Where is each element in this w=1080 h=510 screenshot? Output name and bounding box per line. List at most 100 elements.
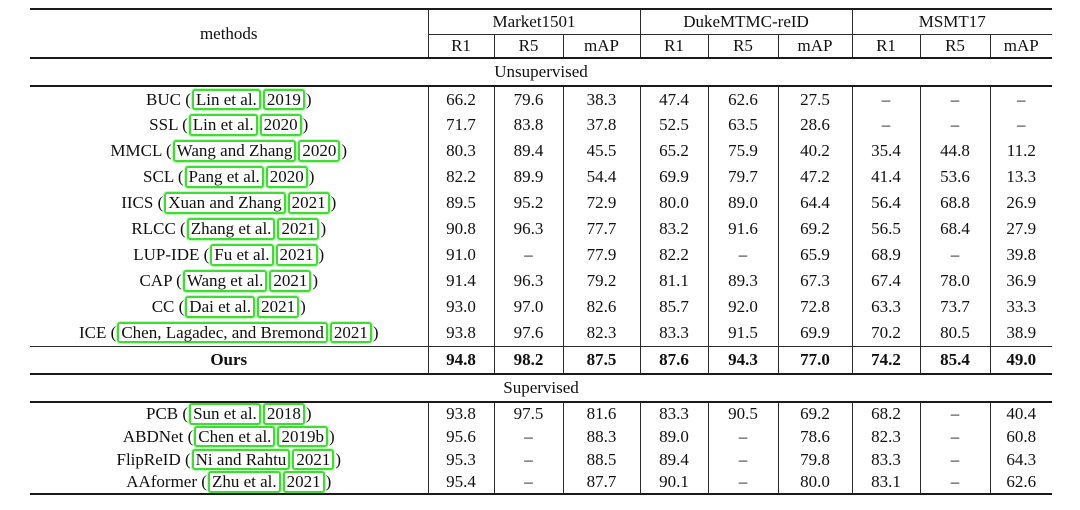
metric-value-cell: 11.2 (989, 138, 1053, 164)
metric-value-cell: 87.6 (639, 346, 709, 374)
method-name: MMCL (110, 141, 162, 161)
table-row: AAformer (Zhu et al. 2021) 95.4–87.7 90.1–8… (30, 471, 1053, 494)
metric-value-cell: 89.3 (707, 268, 779, 294)
metric-value-cell: 82.2 (639, 242, 709, 268)
citation-open-paren: ( (199, 245, 210, 265)
metric-value-cell: 77.0 (777, 346, 853, 374)
metric-value-cell: 87.7 (562, 471, 641, 494)
metric-value-cell: 90.5 (707, 402, 779, 425)
metric-value-cell: – (493, 425, 563, 448)
metric-value-cell: 75.9 (707, 138, 779, 164)
citation-year-box: 2018 (262, 403, 305, 425)
metric-value-cell: 83.8 (493, 112, 563, 138)
metric-value-cell: – (989, 86, 1053, 112)
metric-value-cell: 72.8 (777, 294, 853, 320)
citation-open-paren: ( (183, 426, 194, 446)
metric-value-cell: 82.3 (851, 425, 921, 448)
metric-value-cell: 81.6 (562, 402, 641, 425)
metric-value-cell: – (493, 448, 563, 471)
metric-value-cell: 77.7 (562, 216, 641, 242)
metric-value-cell: 69.9 (777, 320, 853, 346)
table-row: PCB (Sun et al. 2018) 93.8 97.5 81.6 83.3 90.5… (30, 402, 1053, 425)
metric-value-cell: – (493, 471, 563, 494)
metric-value-cell: 83.3 (851, 448, 921, 471)
metric-value-cell: 79.7 (707, 164, 779, 190)
citation-year-box: 2020 (298, 140, 341, 162)
section-label: Unsupervised (30, 57, 1053, 87)
metric-value-cell: 94.3 (707, 346, 779, 374)
metric-value-cell: – (707, 471, 779, 494)
metric-value-cell: – (919, 402, 991, 425)
citation-year-box: 2021 (275, 244, 318, 266)
citation-year-box: 2021 (292, 448, 335, 471)
metric-value-cell: 68.2 (851, 402, 921, 425)
metric-value-cell: 52.5 (639, 112, 709, 138)
metric-value-cell: 69.2 (777, 402, 853, 425)
metric-value-cell: 79.6 (493, 86, 563, 112)
metric-value-cell: – (919, 242, 991, 268)
metric-value-cell: 63.3 (851, 294, 921, 320)
metric-value-cell: 39.8 (989, 242, 1053, 268)
table-row: ICE (Chen, Lagadec, and Bremond 2021) 93.8… (30, 320, 1053, 346)
metric-value-cell: 91.5 (707, 320, 779, 346)
citation-author-box: Lin et al. (188, 114, 258, 136)
citation-author-box: Ni and Rahtu (191, 448, 291, 471)
citation-open-paren: ( (178, 404, 189, 424)
metric-value-cell: 89.0 (639, 425, 709, 448)
table-body: Unsupervised BUC (Lin et al. 2019) 66.2 79.6… (30, 57, 1053, 494)
metric-value-cell: 13.3 (989, 164, 1053, 190)
metric-value-cell: 83.3 (639, 320, 709, 346)
metric-value-cell: 89.4 (639, 448, 709, 471)
metric-value-cell: 89.0 (707, 190, 779, 216)
citation-year-box: 2021 (257, 296, 300, 318)
method-cell: ABDNet (Chen et al. 2019b) (30, 425, 428, 448)
metric-value-cell: 36.9 (989, 268, 1053, 294)
metric-value-cell: 82.3 (562, 320, 641, 346)
metric-value-cell: 93.8 (427, 320, 494, 346)
citation-close-paren: ) (302, 115, 309, 135)
metric-value-cell: 38.3 (562, 86, 641, 112)
metric-value-cell: 27.5 (777, 86, 853, 112)
metric-value-cell: – (919, 112, 991, 138)
metric-value-cell: 71.7 (427, 112, 494, 138)
metric-value-cell: – (707, 425, 779, 448)
citation-open-paren: ( (161, 141, 172, 161)
metric-value-cell: – (989, 112, 1053, 138)
method-name: LUP-IDE (133, 245, 200, 265)
metric-value-cell: 89.4 (493, 138, 563, 164)
method-cell: MMCL (Wang and Zhang 2020) (30, 138, 428, 164)
method-cell: SCL (Pang et al. 2020) (30, 164, 428, 190)
table-header: methods Market1501 DukeMTMC-reID MSMT17 … (30, 9, 1053, 58)
metric-value-cell: 44.8 (919, 138, 991, 164)
metric-value-cell: 69.2 (777, 216, 853, 242)
table-row: BUC (Lin et al. 2019) 66.2 79.6 38.3 47.4 62.6… (30, 86, 1053, 112)
table-row: MMCL (Wang and Zhang 2020) 80.3 89.4 45.5 65.… (30, 138, 1053, 164)
citation-year-box: 2021 (282, 471, 325, 493)
citation-year-box: 2020 (259, 114, 302, 136)
metric-value-cell: – (919, 471, 991, 494)
metric-header: R1 (851, 34, 921, 58)
metric-value-cell: 65.2 (639, 138, 709, 164)
metric-value-cell: 79.8 (777, 448, 853, 471)
method-name: Ours (210, 350, 248, 370)
method-cell: PCB (Sun et al. 2018) (30, 402, 428, 425)
metric-value-cell: 81.1 (639, 268, 709, 294)
metric-header: R1 (639, 34, 709, 58)
method-name: ICE (79, 323, 107, 343)
metric-value-cell: 90.8 (427, 216, 494, 242)
metric-value-cell: 97.6 (493, 320, 563, 346)
benchmark-results-table: methods Market1501 DukeMTMC-reID MSMT17 … (30, 8, 1053, 495)
metric-value-cell: 68.4 (919, 216, 991, 242)
table-row: ABDNet (Chen et al. 2019b) 95.6–88.3 89.0–7… (30, 425, 1053, 448)
metric-value-cell: 62.6 (707, 86, 779, 112)
table-row: LUP-IDE (Fu et al. 2021) 91.0–77.9 82.2–65.… (30, 242, 1053, 268)
citation-close-paren: ) (328, 426, 335, 446)
metric-value-cell: 56.4 (851, 190, 921, 216)
citation-open-paren: ( (180, 89, 191, 109)
metric-value-cell: 91.4 (427, 268, 494, 294)
citation-author-box: Chen et al. (194, 425, 276, 448)
metric-value-cell: 35.4 (851, 138, 921, 164)
metric-value-cell: 68.8 (919, 190, 991, 216)
metric-value-cell: 62.6 (989, 471, 1053, 494)
metric-value-cell: 90.1 (639, 471, 709, 494)
